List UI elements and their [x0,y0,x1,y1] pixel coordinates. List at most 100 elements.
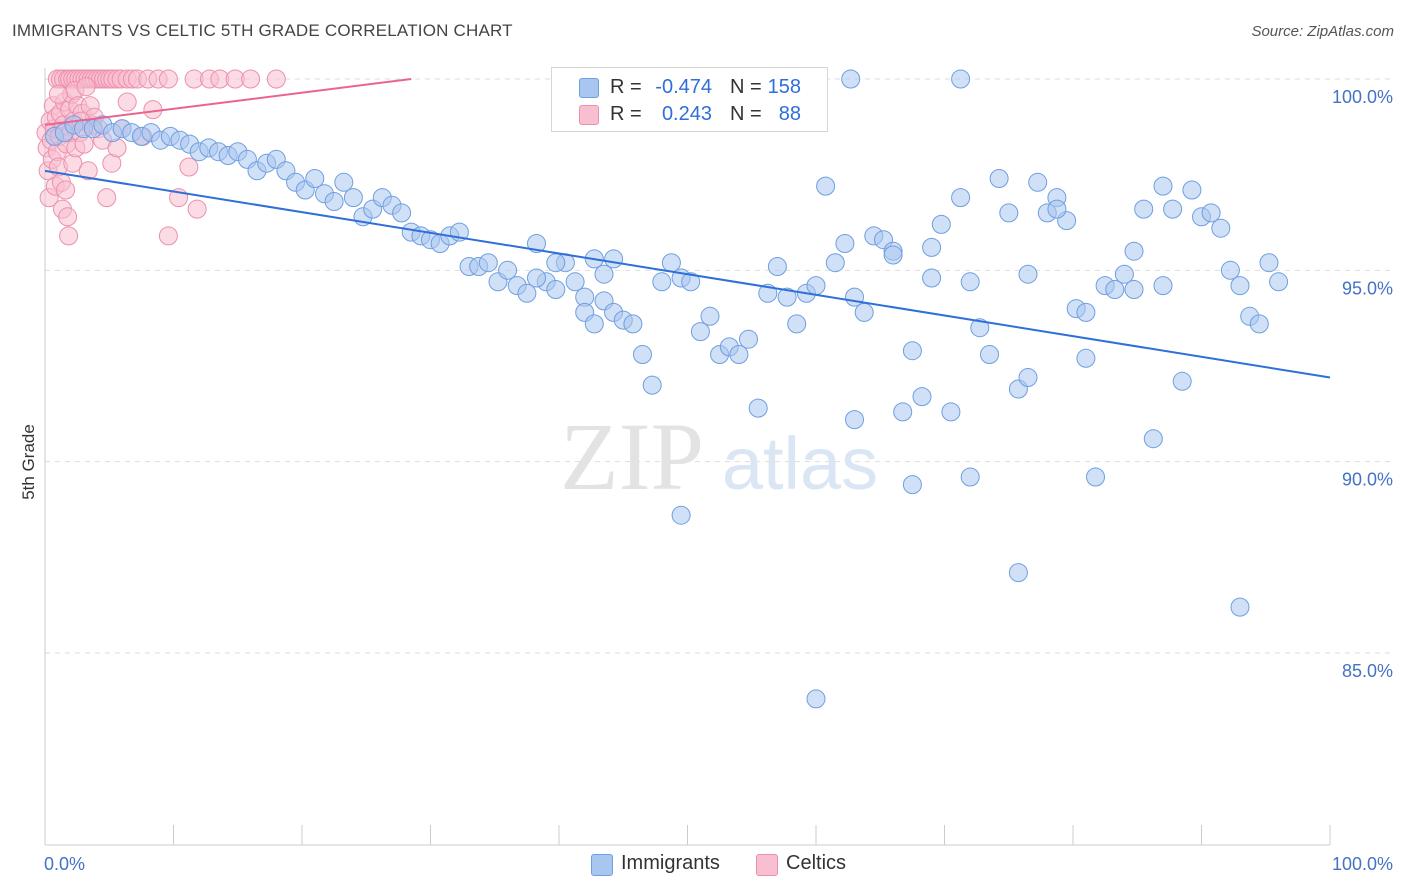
data-point [1086,467,1105,487]
data-point [633,345,652,364]
data-point [1134,199,1154,219]
data-point [1220,260,1240,280]
data-point [1230,276,1250,296]
correlation-legend: R = -0.474 N = 158 R = 0.243 N = 88 [551,67,828,132]
data-point [931,214,951,234]
source-label: Source: ZipAtlas.com [1251,23,1394,40]
legend-r-value: 0.243 [661,103,712,125]
data-point [97,188,117,208]
data-point [584,314,604,334]
data-point [117,92,137,112]
data-point [777,287,797,307]
data-point [841,69,861,89]
data-point [1172,371,1192,391]
data-point [999,203,1019,223]
data-point [671,505,691,525]
data-point [1211,218,1231,238]
x-tick-label: 100.0% [1332,854,1393,874]
data-point [816,176,836,196]
data-point [517,283,537,303]
legend-swatch-celtics [579,105,599,125]
legend-n-label: N = [730,76,762,98]
legend-r-label: R = [610,76,642,98]
data-point [187,199,207,219]
legend-r-label: R = [610,103,642,125]
data-point [806,276,826,296]
data-point [623,314,643,334]
data-point [1018,264,1038,284]
data-point [48,84,68,104]
data-point [951,69,971,89]
data-point [825,253,845,273]
data-point [806,689,826,709]
watermark-zip: ZIP [560,403,704,510]
data-point [883,245,903,265]
data-point [1201,203,1221,223]
data-point [1124,241,1144,261]
data-point [241,69,261,89]
data-point [1047,199,1067,219]
tick-labels: 85.0% 90.0% 95.0% 100.0% 0.0% 100.0% 5th Grade [19,87,1393,874]
data-point [1018,368,1038,387]
legend-n-value: 158 [767,76,801,98]
data-point [1124,280,1144,299]
data-point [902,341,922,361]
data-point [700,306,720,326]
data-point [960,467,980,487]
legend-row-celtics: R = 0.243 N = 88 [552,100,827,128]
data-point [729,345,749,364]
data-point [970,318,990,338]
data-point [748,398,768,418]
data-point [787,314,807,334]
data-point [1182,180,1202,200]
data-point [960,272,980,292]
bottom-legend-label: Immigrants [621,852,720,874]
data-point [527,268,546,288]
data-point [854,302,874,322]
data-point [1269,272,1289,292]
data-point [661,253,681,273]
data-point [546,253,566,273]
bottom-legend-swatch-celtics [756,854,778,876]
data-point [78,161,98,181]
celtics-trend-line [44,78,412,126]
data-point [76,77,96,97]
data-point [642,375,662,395]
data-point [179,157,199,177]
data-point [158,69,178,89]
watermark-atlas: atlas [722,422,878,505]
data-point [266,69,286,89]
y-tick-label: 90.0% [1342,470,1393,490]
data-point [1230,597,1250,617]
data-point [1153,276,1173,296]
bottom-legend-label: Celtics [786,852,847,874]
data-point [343,188,363,208]
data-point [527,234,546,253]
data-point [845,410,864,430]
x-tick-label: 0.0% [44,854,85,874]
data-point [902,475,922,495]
data-point [594,264,614,284]
data-point [652,272,672,292]
data-point [58,207,78,227]
axes-layer [44,68,1331,846]
data-point [941,402,961,422]
y-tick-label: 100.0% [1332,87,1393,107]
data-point [951,188,971,208]
data-point [1008,563,1028,583]
data-point [893,402,913,422]
data-point [845,287,864,307]
data-point [1076,348,1096,368]
data-point [565,272,585,292]
data-point [1114,264,1134,284]
legend-n-label: N = [730,103,762,125]
y-tick-label: 95.0% [1342,278,1393,298]
data-point [835,234,855,253]
bottom-legend-swatch-immigrants [591,854,613,876]
chart-title: IMMIGRANTS VS CELTIC 5TH GRADE CORRELATI… [12,21,513,40]
data-point [980,345,999,364]
immigrants-points [45,69,1289,709]
y-tick-label: 85.0% [1342,661,1393,681]
data-point [1163,199,1183,219]
legend-r-value: -0.474 [655,76,712,98]
